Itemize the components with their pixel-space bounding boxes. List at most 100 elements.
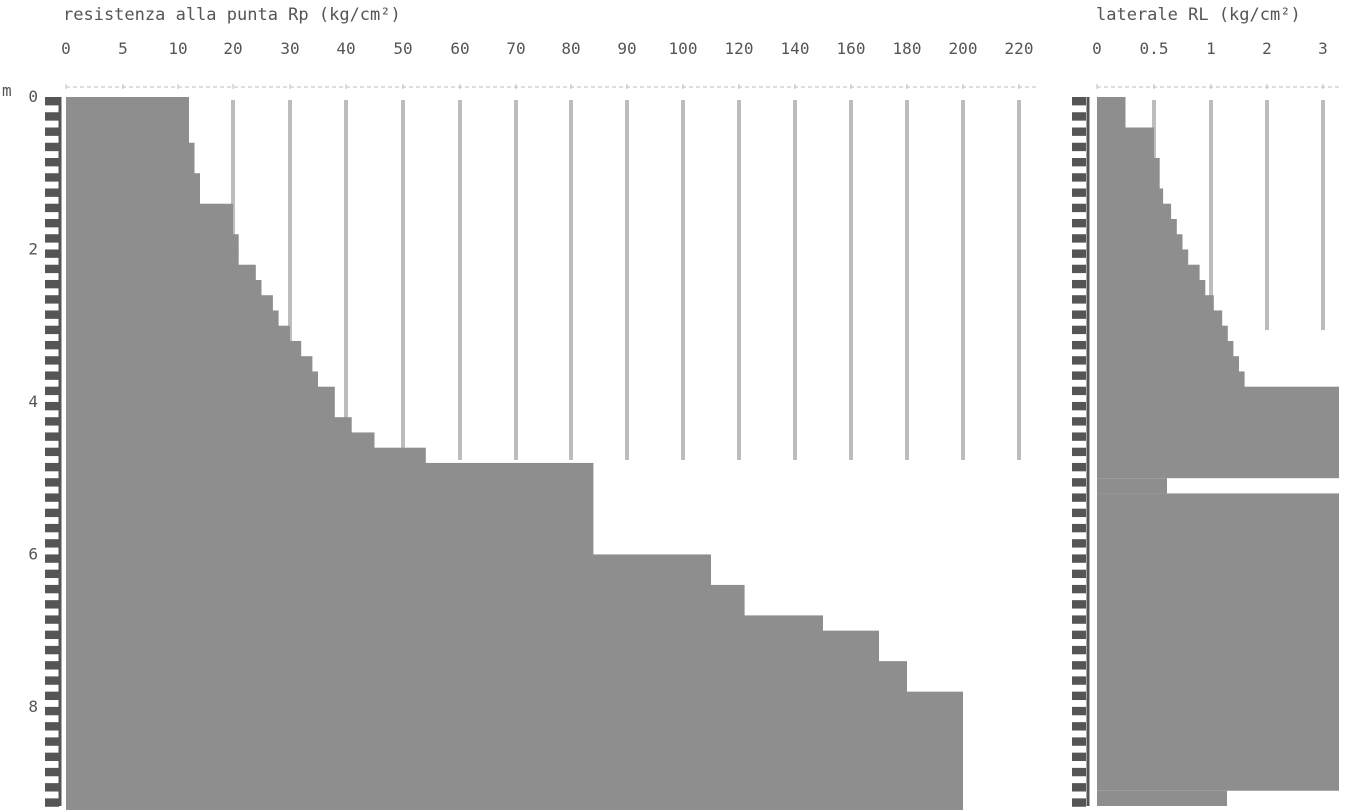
rp-bar (66, 295, 273, 311)
depth-marker-right (1072, 600, 1086, 609)
depth-marker-right (1072, 264, 1086, 274)
rl-bar (1097, 386, 1339, 479)
rl-bar (1097, 218, 1177, 235)
depth-marker-right (1072, 767, 1086, 777)
rp-tick-label: 120 (725, 39, 754, 58)
depth-tick-label: 2 (28, 239, 38, 258)
depth-marker-left (45, 691, 59, 701)
depth-marker-left (45, 615, 59, 624)
rp-bar (66, 401, 335, 418)
rl-tick-label: 0.5 (1140, 39, 1169, 58)
depth-marker-left (45, 279, 59, 289)
rp-bar (66, 432, 375, 449)
rl-x-ticks: 0 0.5 1 2 3 (1092, 39, 1339, 330)
depth-marker-left (45, 127, 59, 136)
depth-marker-left (45, 264, 59, 274)
rp-bar (66, 569, 711, 586)
rl-bar (1097, 97, 1126, 113)
rp-tick-label: 5 (118, 39, 128, 58)
depth-marker-right (1072, 706, 1086, 716)
rp-bar (66, 279, 262, 296)
rp-tick-label: 60 (450, 39, 469, 58)
depth-marker-right (1072, 478, 1086, 487)
rp-tick-label: 0 (61, 39, 71, 58)
rl-bar (1097, 157, 1160, 174)
depth-marker-left (45, 401, 59, 411)
depth-marker-left (45, 706, 59, 716)
depth-marker-left (45, 340, 59, 350)
depth-marker-left (45, 97, 59, 106)
depth-marker-right (1072, 203, 1086, 213)
rp-bar (66, 249, 239, 266)
depth-tick-label: 8 (28, 697, 38, 716)
depth-marker-right (1072, 447, 1086, 457)
rp-bar (66, 691, 963, 708)
rl-bar (1097, 203, 1172, 220)
depth-marker-right (1072, 432, 1086, 441)
rp-bar (66, 752, 963, 769)
depth-marker-right (1072, 310, 1086, 319)
depth-tick-label: 0 (28, 87, 38, 106)
rp-bar (66, 737, 963, 754)
depth-marker-left (45, 203, 59, 213)
depth-marker-right (1072, 798, 1086, 807)
depth-marker-left (45, 295, 59, 304)
depth-marker-right (1072, 752, 1086, 762)
rl-bar (1097, 279, 1206, 296)
rl-bar (1097, 112, 1126, 128)
rl-bar (1097, 234, 1183, 250)
rp-bar (66, 203, 233, 220)
depth-marker-right (1072, 523, 1086, 533)
depth-tick-label: 6 (28, 544, 38, 563)
depth-marker-left (45, 386, 59, 396)
rp-tick-label: 140 (781, 39, 810, 58)
depth-marker-right (1072, 661, 1086, 670)
depth-marker-right (1072, 630, 1086, 640)
rp-tick-label: 90 (617, 39, 636, 58)
rp-bar (66, 630, 879, 647)
depth-marker-left (45, 645, 59, 655)
depth-marker-left (45, 569, 59, 579)
depth-marker-right (1072, 340, 1086, 350)
depth-marker-left (45, 310, 59, 319)
depth-marker-right (1072, 645, 1086, 655)
depth-marker-left (45, 539, 59, 548)
rp-bar (66, 722, 963, 738)
rp-bar (66, 584, 745, 601)
depth-marker-left (45, 630, 59, 640)
depth-marker-right (1072, 722, 1086, 731)
depth-marker-left (45, 676, 59, 685)
rl-bar (1097, 356, 1239, 372)
rp-bar (66, 264, 256, 281)
rl-tick-label: 3 (1318, 39, 1328, 58)
depth-marker-left (45, 234, 59, 243)
depth-marker-right (1072, 737, 1086, 746)
depth-marker-right (1072, 279, 1086, 289)
rp-bar (66, 508, 594, 525)
rp-bar (66, 188, 200, 205)
rp-tick-label: 70 (506, 39, 525, 58)
depth-marker-right (1072, 356, 1086, 365)
rp-tick-label: 20 (223, 39, 242, 58)
depth-marker-left (45, 157, 59, 167)
rp-bar (66, 600, 745, 616)
depth-marker-left (45, 752, 59, 762)
rp-bar (66, 447, 426, 464)
rl-bar (1097, 493, 1339, 791)
depth-marker-right (1072, 249, 1086, 258)
depth-marker-right (1072, 676, 1086, 685)
depth-markers: 0 2 4 6 8 (28, 87, 1090, 807)
rl-tick-label: 2 (1262, 39, 1272, 58)
rp-bar (66, 417, 352, 433)
depth-marker-right (1072, 569, 1086, 579)
depth-marker-left (45, 783, 59, 792)
depth-marker-right (1072, 142, 1086, 152)
depth-marker-left (45, 447, 59, 457)
rp-bar (66, 706, 963, 723)
depth-marker-right (1072, 783, 1086, 792)
depth-marker-left (45, 188, 59, 197)
rl-bar (1097, 264, 1200, 281)
depth-marker-left (45, 112, 59, 121)
rl-bar (1097, 478, 1167, 494)
rp-tick-label: 10 (168, 39, 187, 58)
